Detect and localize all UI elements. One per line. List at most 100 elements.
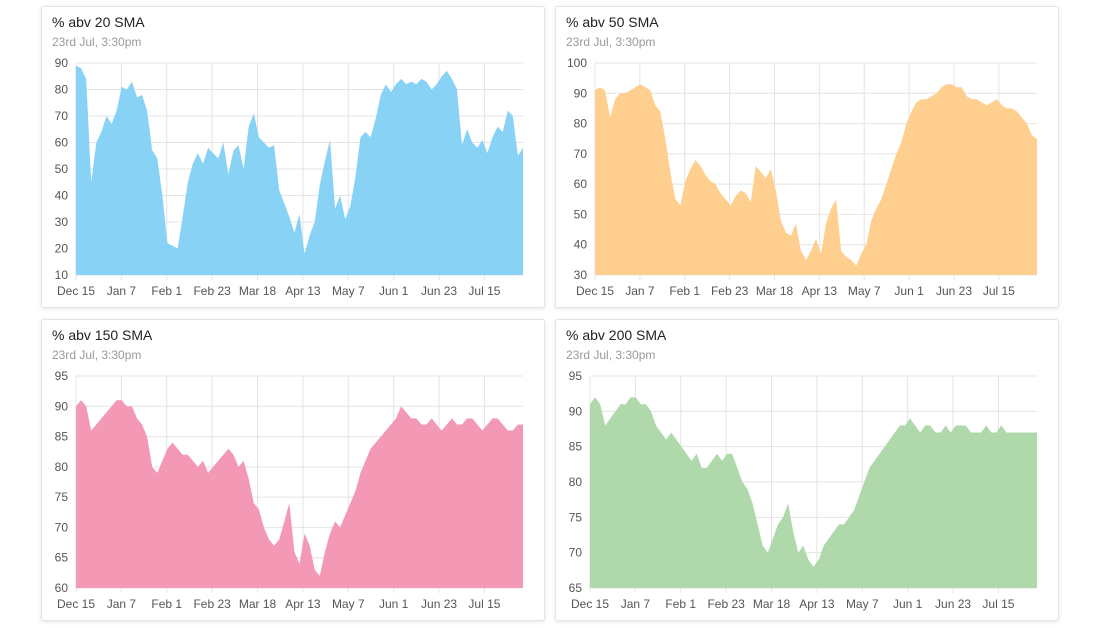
data-point bbox=[238, 466, 239, 467]
data-point bbox=[187, 182, 188, 183]
data-point bbox=[722, 460, 723, 461]
data-point bbox=[340, 195, 341, 196]
data-point bbox=[965, 425, 966, 426]
data-point bbox=[421, 424, 422, 425]
x-tick-label: Jul 15 bbox=[983, 284, 1015, 298]
data-point bbox=[871, 220, 872, 221]
data-point bbox=[446, 70, 447, 71]
data-point bbox=[512, 430, 513, 431]
data-point bbox=[461, 145, 462, 146]
data-point bbox=[599, 87, 600, 88]
data-point bbox=[248, 126, 249, 127]
data-point bbox=[711, 460, 712, 461]
data-point bbox=[172, 442, 173, 443]
data-point bbox=[121, 86, 122, 87]
area-series bbox=[76, 65, 523, 275]
data-point bbox=[218, 460, 219, 461]
data-point bbox=[1016, 432, 1017, 433]
y-tick-label: 90 bbox=[55, 399, 69, 413]
data-point bbox=[192, 460, 193, 461]
data-point bbox=[182, 216, 183, 217]
data-point bbox=[517, 155, 518, 156]
data-point bbox=[843, 524, 844, 525]
data-point bbox=[856, 265, 857, 266]
data-point bbox=[96, 424, 97, 425]
data-point bbox=[752, 503, 753, 504]
data-point bbox=[101, 418, 102, 419]
data-point bbox=[380, 436, 381, 437]
data-point bbox=[976, 99, 977, 100]
data-point bbox=[690, 168, 691, 169]
x-tick-label: May 7 bbox=[848, 284, 881, 298]
data-point bbox=[279, 190, 280, 191]
data-point bbox=[228, 448, 229, 449]
y-tick-label: 90 bbox=[569, 404, 583, 418]
data-point bbox=[451, 418, 452, 419]
data-point bbox=[319, 575, 320, 576]
data-point bbox=[365, 131, 366, 132]
data-point bbox=[375, 442, 376, 443]
data-point bbox=[800, 250, 801, 251]
data-point bbox=[671, 432, 672, 433]
data-point bbox=[329, 139, 330, 140]
data-point bbox=[803, 545, 804, 546]
x-tick-label: Mar 18 bbox=[239, 284, 277, 298]
x-tick-label: Jun 23 bbox=[421, 597, 457, 611]
data-point bbox=[197, 466, 198, 467]
x-tick-label: Feb 23 bbox=[711, 284, 749, 298]
y-tick-label: 95 bbox=[55, 369, 69, 383]
data-point bbox=[86, 406, 87, 407]
x-tick-label: Jun 1 bbox=[894, 284, 924, 298]
data-point bbox=[630, 90, 631, 91]
data-point bbox=[747, 489, 748, 490]
data-point bbox=[441, 430, 442, 431]
chart-card-sma150: % abv 150 SMA 23rd Jul, 3:30pm 95 90 85 80 7… bbox=[41, 319, 545, 621]
data-point bbox=[167, 448, 168, 449]
data-point bbox=[467, 129, 468, 130]
data-point bbox=[101, 131, 102, 132]
data-point bbox=[461, 424, 462, 425]
data-point bbox=[456, 424, 457, 425]
data-point bbox=[866, 244, 867, 245]
data-point bbox=[760, 171, 761, 172]
data-point bbox=[971, 99, 972, 100]
y-tick-label: 65 bbox=[569, 581, 583, 595]
data-point bbox=[96, 142, 97, 143]
data-point bbox=[141, 94, 142, 95]
data-point bbox=[411, 418, 412, 419]
data-point bbox=[162, 195, 163, 196]
data-point bbox=[864, 481, 865, 482]
data-point bbox=[477, 147, 478, 148]
data-point bbox=[365, 460, 366, 461]
data-point bbox=[492, 418, 493, 419]
data-point bbox=[131, 406, 132, 407]
data-point bbox=[645, 87, 646, 88]
data-point bbox=[899, 425, 900, 426]
data-point bbox=[810, 250, 811, 251]
data-point bbox=[202, 460, 203, 461]
data-point bbox=[294, 551, 295, 552]
data-point bbox=[243, 460, 244, 461]
data-point bbox=[284, 203, 285, 204]
data-point bbox=[640, 404, 641, 405]
data-point bbox=[921, 99, 922, 100]
data-point bbox=[502, 424, 503, 425]
data-point bbox=[805, 259, 806, 260]
data-point bbox=[472, 418, 473, 419]
data-point bbox=[1001, 105, 1002, 106]
data-point bbox=[360, 472, 361, 473]
x-tick-label: Feb 1 bbox=[151, 597, 182, 611]
data-point bbox=[467, 418, 468, 419]
data-point bbox=[785, 232, 786, 233]
data-point bbox=[141, 424, 142, 425]
data-point bbox=[737, 467, 738, 468]
chart-subtitle: 23rd Jul, 3:30pm bbox=[52, 35, 142, 49]
data-point bbox=[655, 425, 656, 426]
data-point bbox=[1036, 138, 1037, 139]
data-point bbox=[975, 432, 976, 433]
data-point bbox=[213, 153, 214, 154]
x-tick-label: Jun 23 bbox=[935, 597, 971, 611]
data-point bbox=[258, 137, 259, 138]
data-point bbox=[991, 102, 992, 103]
data-point bbox=[507, 430, 508, 431]
